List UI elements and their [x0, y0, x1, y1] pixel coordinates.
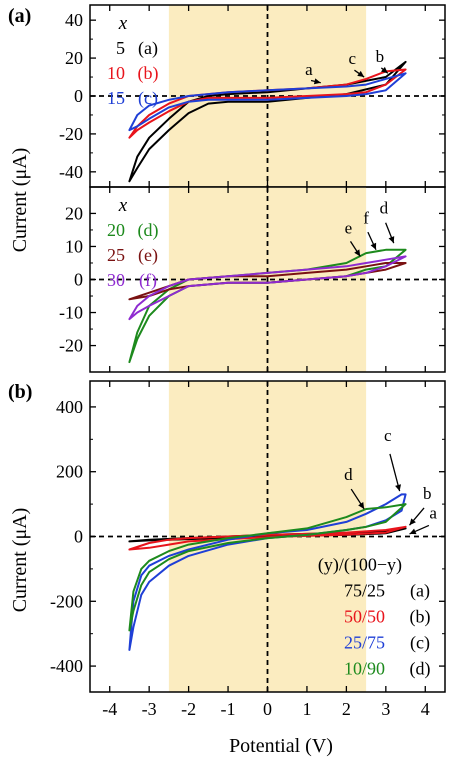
legend-entry-value: 50/50	[344, 607, 385, 627]
curve-annotation-c: c	[349, 49, 357, 68]
cv-curve-d	[128, 503, 407, 632]
annotation-arrowhead	[354, 249, 361, 257]
x-tick-label: -2	[181, 699, 196, 719]
cv-curve-f	[128, 255, 407, 321]
legend-entry-tag: (b)	[138, 63, 159, 84]
legend-entry-tag: (c)	[138, 88, 158, 109]
legend: x 5 (a) 10 (b) 15 (c)	[107, 13, 159, 109]
legend: (y)/(100−y) 75/25 (a) 50/50 (b) 25/75 (c) 10/90…	[318, 555, 431, 680]
cv-curve-c	[128, 493, 407, 651]
panel-a-label: (a)	[8, 5, 31, 27]
legend-entry-tag: (a)	[410, 581, 430, 602]
legend-entry-tag: (e)	[138, 245, 158, 266]
legend-entry-tag: (d)	[138, 220, 159, 241]
y-tick-label: -20	[59, 124, 83, 144]
curve-annotation-d: d	[380, 198, 389, 217]
legend-entry-value: 25	[107, 245, 125, 265]
cv-curve-c	[128, 72, 407, 132]
x-tick-label: 4	[421, 699, 430, 719]
panel-b-label: (b)	[8, 381, 32, 403]
annotation-arrowhead	[388, 236, 395, 244]
y-tick-label: 0	[74, 527, 83, 547]
y-tick-label: 20	[65, 203, 83, 223]
legend-entry-tag: (f)	[139, 270, 157, 291]
x-tick-label: -1	[221, 699, 236, 719]
legend-entry-value: 75/25	[344, 581, 385, 601]
y-tick-label: -10	[59, 303, 83, 323]
legend-entry-value: 5	[116, 38, 125, 58]
annotation-arrowhead	[409, 518, 416, 526]
legend-entry-value: 20	[107, 220, 125, 240]
x-tick-label: 2	[342, 699, 351, 719]
legend-entry-value: 15	[107, 88, 125, 108]
y-axis-label-b: Current (μA)	[9, 508, 31, 613]
curve-annotation-a: a	[305, 60, 313, 79]
x-tick-label: 0	[263, 699, 272, 719]
legend-header: x	[118, 13, 128, 34]
curve-annotation-f: f	[363, 208, 369, 227]
y-tick-label: 40	[65, 10, 83, 30]
y-tick-label: -200	[50, 591, 83, 611]
chart-a-bottom: -20 -10 0 10 20 efd x 20 (d) 25 (e) 30 (f)	[59, 186, 446, 373]
x-axis-label: Potential (V)	[229, 735, 333, 757]
curve-annotation-b: b	[423, 484, 432, 503]
annotation-arrowhead	[357, 70, 365, 78]
chart-a-top: -40 -20 0 20 40 a c b x 5 (a) 10 (b) 15 (c)	[59, 4, 446, 188]
y-tick-label: 200	[56, 462, 83, 482]
y-tick-label: -40	[59, 162, 83, 182]
y-tick-label: -20	[59, 336, 83, 356]
x-tick-label: 3	[381, 699, 390, 719]
curve-annotation-d: d	[344, 465, 353, 484]
curve-annotation-b: b	[376, 47, 385, 66]
y-axis-label-a: Current (μA)	[9, 148, 31, 253]
x-tick-label: -3	[142, 699, 157, 719]
annotation-arrowhead	[409, 528, 417, 535]
annotation-arrow	[389, 453, 401, 492]
curve-annotation-c: c	[384, 426, 392, 445]
y-tick-label: 400	[56, 397, 83, 417]
legend: x 20 (d) 25 (e) 30 (f)	[107, 195, 159, 291]
legend-entry-tag: (c)	[410, 633, 430, 654]
annotation-arrowhead	[395, 484, 401, 492]
legend-entry-value: 25/75	[344, 633, 385, 653]
y-tick-label: 0	[74, 270, 83, 290]
annotation-arrowhead	[313, 78, 321, 85]
curve-annotation-a: a	[429, 504, 437, 523]
legend-header: (y)/(100−y)	[318, 555, 402, 576]
chart-b: -400 -200 0 200 400 -4 -3 -2 -1 0 1 2 3 4 d c ba (y)/(100…	[50, 380, 446, 719]
legend-header: x	[118, 195, 128, 216]
annotation-arrowhead	[358, 502, 365, 509]
legend-entry-tag: (a)	[138, 38, 158, 59]
x-tick-label: 1	[302, 699, 311, 719]
legend-entry-value: 10	[107, 63, 125, 83]
legend-entry-tag: (b)	[410, 607, 431, 628]
y-tick-label: 10	[65, 236, 83, 256]
cv-curve-a	[128, 60, 407, 183]
y-tick-label: 0	[74, 86, 83, 106]
x-tick-label: -4	[102, 699, 117, 719]
cv-curve-b	[128, 525, 407, 551]
legend-entry-value: 10/90	[344, 659, 385, 679]
annotation-arrowhead	[370, 242, 377, 250]
curve-annotation-e: e	[345, 218, 353, 237]
legend-entry-value: 30	[107, 270, 125, 290]
annotation-arrowhead	[381, 66, 388, 74]
legend-entry-tag: (d)	[410, 659, 431, 680]
y-tick-label: 20	[65, 48, 83, 68]
y-tick-label: -400	[50, 656, 83, 676]
